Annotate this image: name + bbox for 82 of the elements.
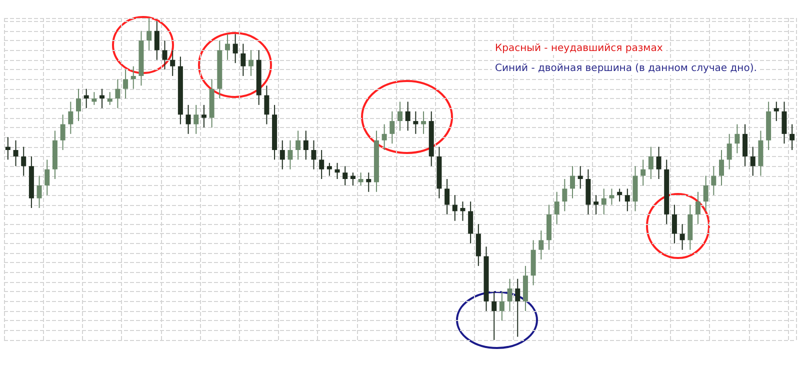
candlestick	[13, 140, 18, 167]
candlestick	[476, 224, 481, 266]
candlestick	[594, 194, 599, 215]
candlestick	[68, 101, 74, 134]
candlestick	[232, 34, 238, 64]
candlestick	[648, 146, 654, 180]
candlestick	[742, 124, 748, 167]
candlestick	[201, 104, 206, 128]
candlestick	[554, 191, 560, 225]
candlestick	[326, 162, 332, 176]
candlestick	[398, 101, 402, 132]
candlestick	[640, 159, 646, 186]
candlestick	[617, 188, 622, 202]
candlestick	[726, 133, 732, 170]
candlestick	[719, 150, 724, 186]
candlestick	[703, 175, 708, 212]
candlestick	[224, 34, 230, 60]
candlestick	[92, 92, 97, 106]
candlestick	[84, 88, 89, 109]
candlestick	[624, 188, 630, 212]
candlestick	[413, 110, 418, 134]
candlestick	[186, 104, 191, 134]
candlestick	[115, 78, 120, 109]
candlestick	[468, 201, 474, 244]
candlestick	[382, 124, 387, 151]
candlestick	[319, 150, 324, 180]
candlestick	[695, 191, 700, 225]
candlestick	[515, 278, 520, 338]
candlestick	[774, 101, 779, 122]
candlestick	[390, 110, 395, 144]
candlestick	[5, 136, 10, 160]
candlestick	[194, 104, 199, 134]
candlestick	[154, 20, 160, 60]
candlestick	[240, 43, 246, 76]
candlestick	[421, 110, 426, 134]
candlestick	[44, 159, 50, 196]
candlestick	[656, 146, 662, 180]
candlestick	[350, 172, 356, 186]
candlestick	[405, 101, 410, 132]
candlestick	[60, 114, 66, 151]
candlestick	[507, 278, 512, 312]
candlestick	[334, 162, 340, 180]
candlestick	[444, 178, 450, 215]
candlestick	[601, 188, 606, 215]
candlestick	[264, 85, 270, 125]
candlestick	[366, 172, 372, 192]
candlestick	[123, 69, 128, 99]
candlestick	[107, 92, 112, 106]
candlestick	[36, 175, 42, 208]
candlestick	[303, 130, 308, 160]
candlestick	[460, 201, 466, 222]
candlestick	[578, 166, 583, 190]
candlestick	[609, 188, 614, 206]
candlestick	[680, 224, 685, 250]
annotation: Синий - двойная вершина (в данном случае дно).	[492, 62, 760, 75]
candlestick	[570, 166, 576, 199]
candlestick	[100, 88, 105, 109]
candlestick	[790, 124, 795, 151]
candlestick	[296, 130, 301, 160]
candlestick	[130, 66, 136, 90]
candlestick	[280, 140, 285, 170]
candlestick	[734, 124, 740, 154]
candlestick	[711, 166, 716, 196]
candlestick	[311, 140, 316, 170]
candlestick	[146, 18, 152, 51]
candlestick	[562, 178, 568, 212]
candlestick	[499, 291, 504, 322]
candlestick	[162, 40, 168, 70]
candlestick	[492, 291, 497, 340]
candlestick	[358, 172, 364, 186]
candlestick	[672, 204, 677, 244]
candlestick	[538, 230, 544, 260]
candlestick	[750, 146, 756, 176]
candlestick	[452, 194, 458, 222]
candlestick	[288, 140, 293, 170]
annotation: Красный - неудавшийся размах	[492, 42, 666, 55]
candlestick	[342, 166, 348, 186]
candlestick	[782, 101, 787, 144]
candlestick	[76, 88, 81, 122]
candlestick	[248, 50, 254, 76]
candlestick	[170, 50, 176, 76]
candlestick	[21, 146, 26, 176]
